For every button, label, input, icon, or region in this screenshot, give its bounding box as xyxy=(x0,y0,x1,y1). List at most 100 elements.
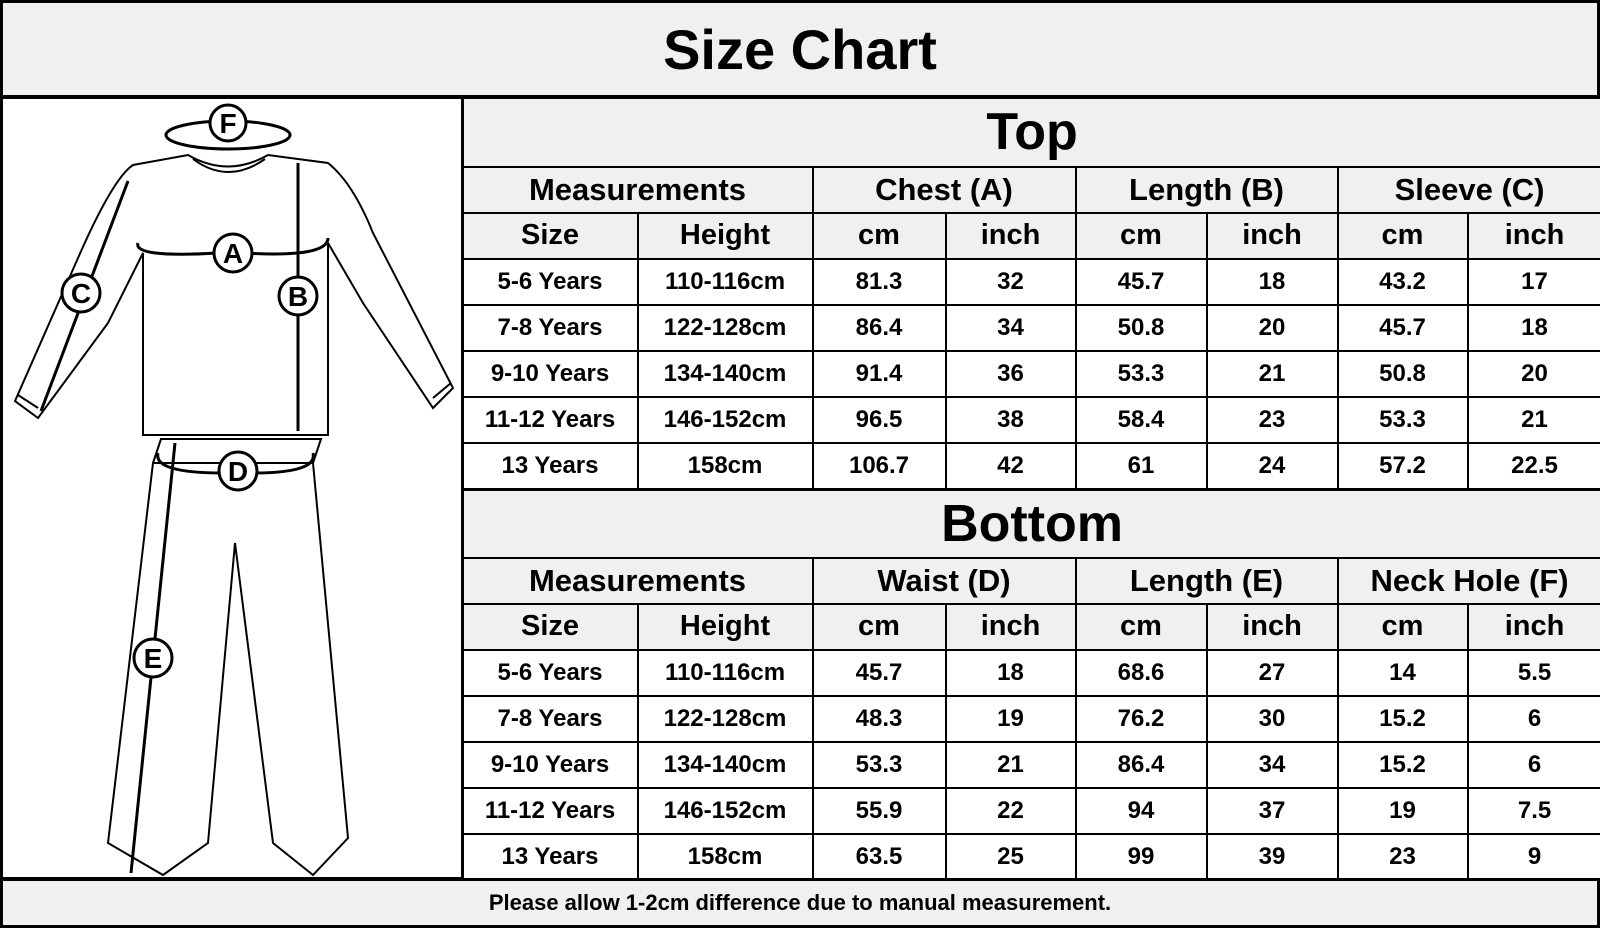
column-header: Size xyxy=(461,602,639,651)
table-cell: 21 xyxy=(1466,395,1600,444)
table-cell: 18 xyxy=(1466,303,1600,352)
table-cell: 110-116cm xyxy=(636,257,814,306)
table-cell: 146-152cm xyxy=(636,786,814,835)
table-cell: 7-8 Years xyxy=(461,303,639,352)
table-cell: 27 xyxy=(1205,648,1339,697)
table-cell: 21 xyxy=(944,740,1077,789)
table-cell: 158cm xyxy=(636,832,814,881)
table-cell: 68.6 xyxy=(1074,648,1208,697)
shirt-outline xyxy=(13,153,455,436)
table-cell: 57.2 xyxy=(1336,441,1469,490)
table-cell: 76.2 xyxy=(1074,694,1208,743)
table-cell: 19 xyxy=(944,694,1077,743)
table-cell: 19 xyxy=(1336,786,1469,835)
table-cell: 122-128cm xyxy=(636,694,814,743)
group-header: Length (B) xyxy=(1074,165,1339,214)
table-cell: 18 xyxy=(1205,257,1339,306)
table-cell: 134-140cm xyxy=(636,349,814,398)
table-cell: 18 xyxy=(944,648,1077,697)
table-cell: 63.5 xyxy=(811,832,947,881)
table-cell: 9-10 Years xyxy=(461,740,639,789)
column-header: inch xyxy=(1466,602,1600,651)
garment-diagram: F A B C D E xyxy=(0,96,464,880)
column-header: inch xyxy=(1205,602,1339,651)
table-cell: 53.3 xyxy=(811,740,947,789)
table-cell: 24 xyxy=(1205,441,1339,490)
table-cell: 45.7 xyxy=(1074,257,1208,306)
table-cell: 17 xyxy=(1466,257,1600,306)
group-header: Measurements xyxy=(461,165,814,214)
table-cell: 22 xyxy=(944,786,1077,835)
column-header: cm xyxy=(1336,602,1469,651)
page-title: Size Chart xyxy=(0,0,1600,98)
table-cell: 32 xyxy=(944,257,1077,306)
table-row: 7-8 Years 122-128cm 48.3 19 76.2 30 15.2 6 xyxy=(461,694,1600,743)
table-cell: 20 xyxy=(1466,349,1600,398)
table-cell: 81.3 xyxy=(811,257,947,306)
table-cell: 43.2 xyxy=(1336,257,1469,306)
table-row: 13 Years 158cm 106.7 42 61 24 57.2 22.5 xyxy=(461,441,1600,490)
table-cell: 23 xyxy=(1205,395,1339,444)
table-cell: 53.3 xyxy=(1074,349,1208,398)
label-c: C xyxy=(71,278,91,309)
table-cell: 6 xyxy=(1466,740,1600,789)
section-heading: Bottom xyxy=(460,488,1600,559)
column-header: cm xyxy=(1074,211,1208,260)
column-header: inch xyxy=(1205,211,1339,260)
group-header: Sleeve (C) xyxy=(1336,165,1600,214)
table-cell: 13 Years xyxy=(461,441,639,490)
table-row: 11-12 Years 146-152cm 55.9 22 94 37 19 7.5 xyxy=(461,786,1600,835)
table-cell: 5-6 Years xyxy=(461,257,639,306)
table-cell: 45.7 xyxy=(1336,303,1469,352)
table-cell: 15.2 xyxy=(1336,694,1469,743)
column-header: cm xyxy=(1074,602,1208,651)
table-row: 9-10 Years 134-140cm 91.4 36 53.3 21 50.8 20 xyxy=(461,349,1600,398)
table-row: 9-10 Years 134-140cm 53.3 21 86.4 34 15.2 6 xyxy=(461,740,1600,789)
table-cell: 106.7 xyxy=(811,441,947,490)
table-row: 13 Years 158cm 63.5 25 99 39 23 9 xyxy=(461,832,1600,881)
table-cell: 45.7 xyxy=(811,648,947,697)
column-header: Height xyxy=(636,602,814,651)
table-cell: 91.4 xyxy=(811,349,947,398)
column-header: cm xyxy=(1336,211,1469,260)
table-cell: 58.4 xyxy=(1074,395,1208,444)
table-cell: 86.4 xyxy=(811,303,947,352)
group-header: Waist (D) xyxy=(811,556,1077,605)
table-cell: 23 xyxy=(1336,832,1469,881)
table-cell: 134-140cm xyxy=(636,740,814,789)
table-row: 5-6 Years 110-116cm 81.3 32 45.7 18 43.2 17 xyxy=(461,257,1600,306)
footer-note: Please allow 1-2cm difference due to man… xyxy=(0,878,1600,928)
table-cell: 20 xyxy=(1205,303,1339,352)
table-cell: 7-8 Years xyxy=(461,694,639,743)
table-cell: 50.8 xyxy=(1074,303,1208,352)
table-row: 7-8 Years 122-128cm 86.4 34 50.8 20 45.7 18 xyxy=(461,303,1600,352)
table-cell: 158cm xyxy=(636,441,814,490)
label-d: D xyxy=(228,456,248,487)
table-cell: 48.3 xyxy=(811,694,947,743)
table-cell: 15.2 xyxy=(1336,740,1469,789)
table-cell: 13 Years xyxy=(461,832,639,881)
table-cell: 50.8 xyxy=(1336,349,1469,398)
table-cell: 14 xyxy=(1336,648,1469,697)
column-header: cm xyxy=(811,211,947,260)
table-cell: 34 xyxy=(944,303,1077,352)
table-cell: 11-12 Years xyxy=(461,786,639,835)
table-row: 5-6 Years 110-116cm 45.7 18 68.6 27 14 5.5 xyxy=(461,648,1600,697)
table-cell: 94 xyxy=(1074,786,1208,835)
table-cell: 21 xyxy=(1205,349,1339,398)
table-cell: 5-6 Years xyxy=(461,648,639,697)
table-cell: 110-116cm xyxy=(636,648,814,697)
table-cell: 53.3 xyxy=(1336,395,1469,444)
table-cell: 7.5 xyxy=(1466,786,1600,835)
table-cell: 122-128cm xyxy=(636,303,814,352)
group-header: Measurements xyxy=(461,556,814,605)
table-cell: 61 xyxy=(1074,441,1208,490)
column-header: inch xyxy=(944,211,1077,260)
table-cell: 146-152cm xyxy=(636,395,814,444)
table-cell: 25 xyxy=(944,832,1077,881)
label-f: F xyxy=(219,108,236,139)
table-cell: 5.5 xyxy=(1466,648,1600,697)
table-cell: 38 xyxy=(944,395,1077,444)
section-heading: Top xyxy=(460,96,1600,168)
column-header: inch xyxy=(944,602,1077,651)
